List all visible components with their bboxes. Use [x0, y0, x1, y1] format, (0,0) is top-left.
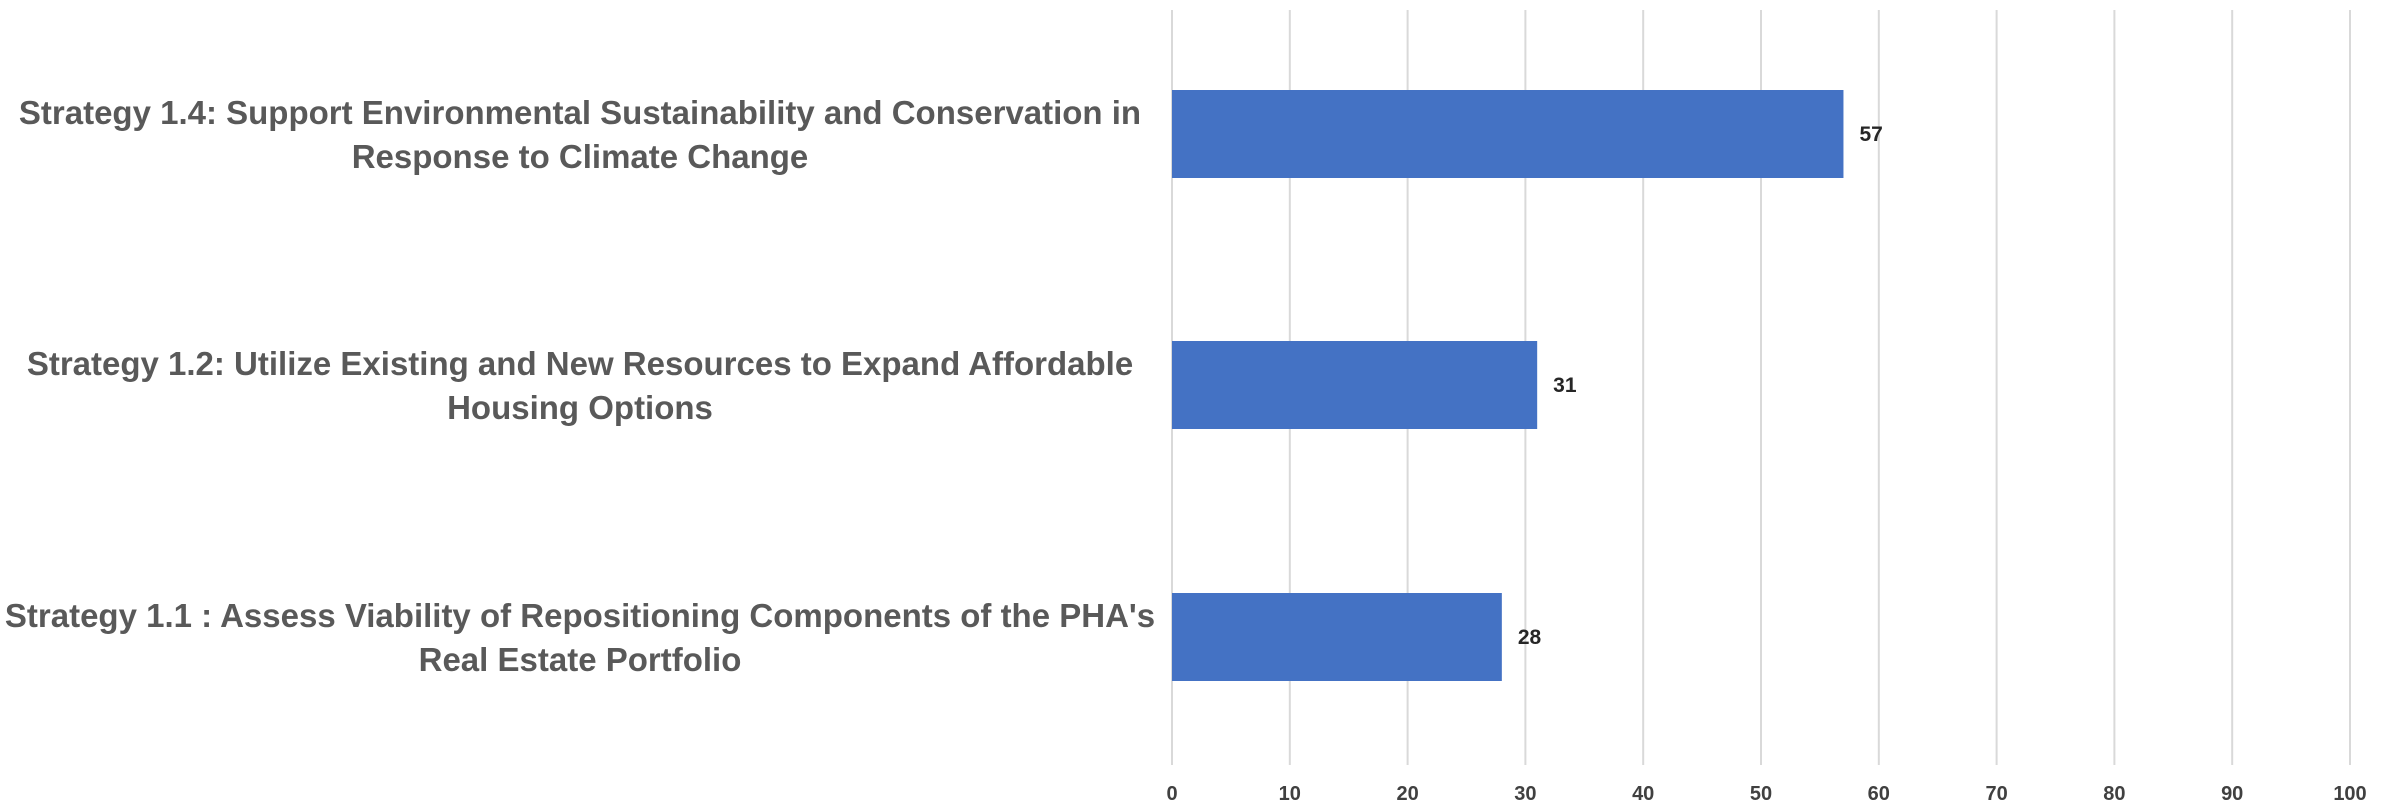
category-label-2-line-2: Housing Options: [447, 389, 713, 426]
category-label-1-line-1: Strategy 1.4: Support Environmental Sust…: [19, 94, 1141, 131]
x-tick-label-80: 80: [2103, 783, 2125, 803]
x-tick-label-90: 90: [2221, 783, 2243, 803]
x-tick-label-10: 10: [1279, 783, 1301, 803]
data-label-2: 31: [1553, 374, 1577, 397]
x-tick-label-60: 60: [1868, 783, 1890, 803]
x-tick-label-40: 40: [1632, 783, 1654, 803]
x-tick-label-70: 70: [1985, 783, 2007, 803]
x-tick-label-30: 30: [1514, 783, 1536, 803]
data-labels: 57 31 28: [1518, 123, 1883, 649]
bar-3: [1172, 593, 1502, 681]
data-label-3: 28: [1518, 626, 1542, 649]
x-tick-label-50: 50: [1750, 783, 1772, 803]
data-label-1: 57: [1859, 123, 1882, 146]
bar-1: [1172, 90, 1844, 178]
x-tick-label-100: 100: [2333, 783, 2366, 803]
bar-2: [1172, 341, 1538, 429]
category-label-3-line-2: Real Estate Portfolio: [419, 641, 742, 678]
category-label-2-line-1: Strategy 1.2: Utilize Existing and New R…: [27, 345, 1133, 382]
bars: [1172, 90, 1844, 681]
category-label-1-line-2: Response to Climate Change: [352, 138, 809, 175]
x-axis-tick-labels: 0 10 20 30 40 50 60 70 80 90 100: [1166, 783, 2366, 803]
x-tick-label-20: 20: [1396, 783, 1418, 803]
x-tick-label-0: 0: [1166, 783, 1177, 803]
category-label-3-line-1: Strategy 1.1 : Assess Viability of Repos…: [5, 597, 1155, 634]
category-labels: Strategy 1.4: Support Environmental Sust…: [5, 94, 1155, 678]
